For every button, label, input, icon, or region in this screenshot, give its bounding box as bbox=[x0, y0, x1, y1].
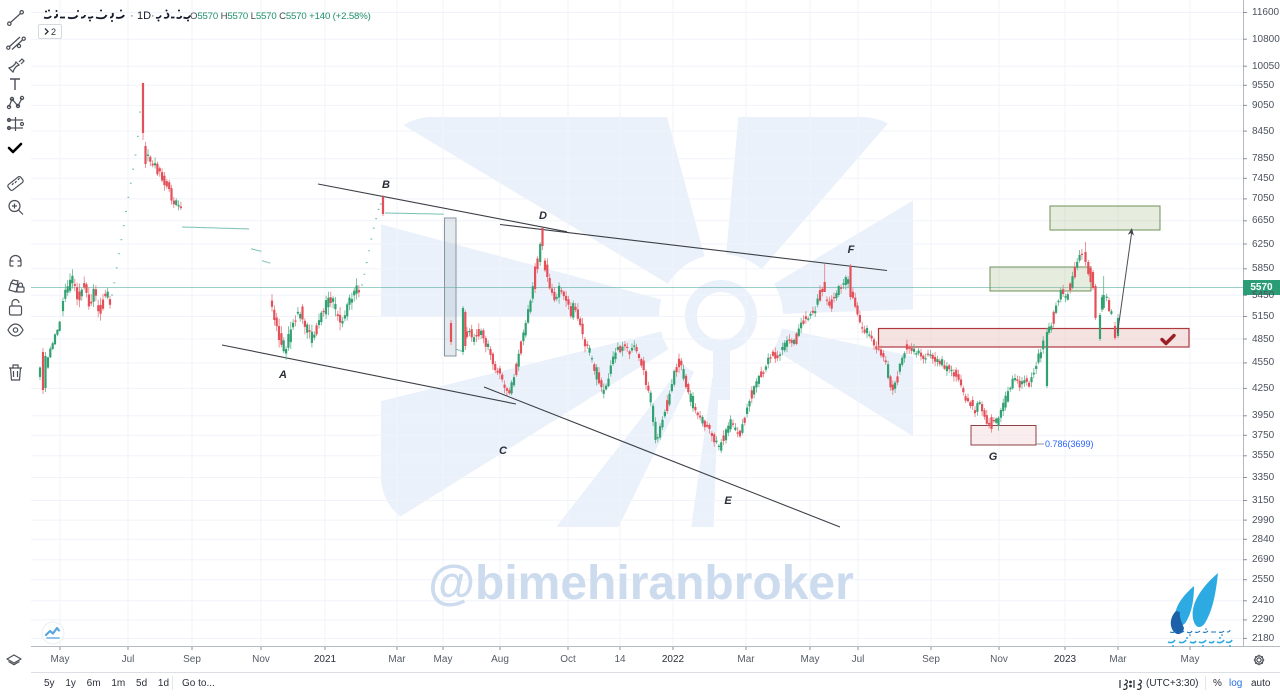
svg-text:A: A bbox=[278, 369, 287, 381]
svg-text:0.786(3699): 0.786(3699) bbox=[1045, 439, 1094, 449]
svg-text:1D: 1D bbox=[137, 10, 151, 22]
svg-text:·: · bbox=[130, 10, 134, 22]
svg-text:O5570 H5570 L5570 C5570 +140 (: O5570 H5570 L5570 C5570 +140 (+2.58%) bbox=[190, 11, 371, 22]
svg-text:C: C bbox=[499, 445, 508, 457]
svg-text:B: B bbox=[382, 179, 390, 191]
svg-text:F: F bbox=[848, 244, 855, 256]
svg-text:·: · bbox=[151, 10, 155, 22]
svg-text:@bimehiranbroker: @bimehiranbroker bbox=[428, 557, 854, 610]
svg-text:G: G bbox=[989, 451, 998, 463]
svg-text:E: E bbox=[724, 495, 732, 507]
svg-text:2: 2 bbox=[51, 27, 56, 37]
svg-text:D: D bbox=[539, 210, 547, 222]
